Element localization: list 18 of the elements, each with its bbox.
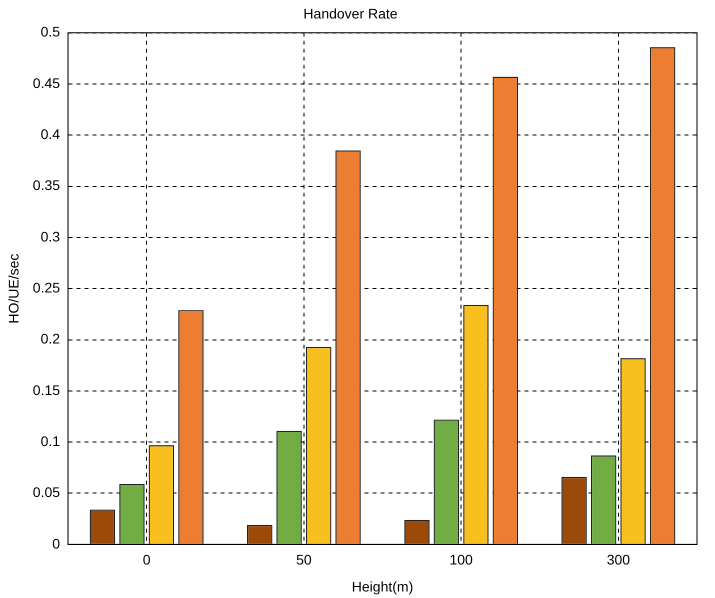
y-tick-label: 0.35 [32, 177, 60, 194]
y-tick-label: 0.05 [32, 484, 60, 500]
y-tick-label: 0.25 [32, 279, 60, 296]
y-tick-label: 0.4 [40, 126, 60, 142]
x-tick-label: 300 [606, 552, 630, 568]
y-tick-label: 0.2 [40, 330, 60, 347]
x-axis-title: Height(m) [352, 578, 414, 594]
y-tick-label: 0.15 [32, 382, 60, 398]
x-tick-label: 0 [142, 552, 151, 568]
x-tick-label: 100 [449, 552, 474, 568]
y-tick-label: 0 [52, 535, 60, 552]
chart-title: Handover Rate [303, 5, 398, 22]
y-tick-label: 0.1 [40, 432, 60, 449]
y-tick-label: 0.5 [40, 24, 60, 40]
y-tick-label: 0.45 [32, 74, 60, 91]
y-axis-title: HO/UE/sec [5, 254, 22, 324]
y-tick-label: 0.3 [40, 228, 60, 244]
x-tick-label: 50 [296, 552, 312, 568]
